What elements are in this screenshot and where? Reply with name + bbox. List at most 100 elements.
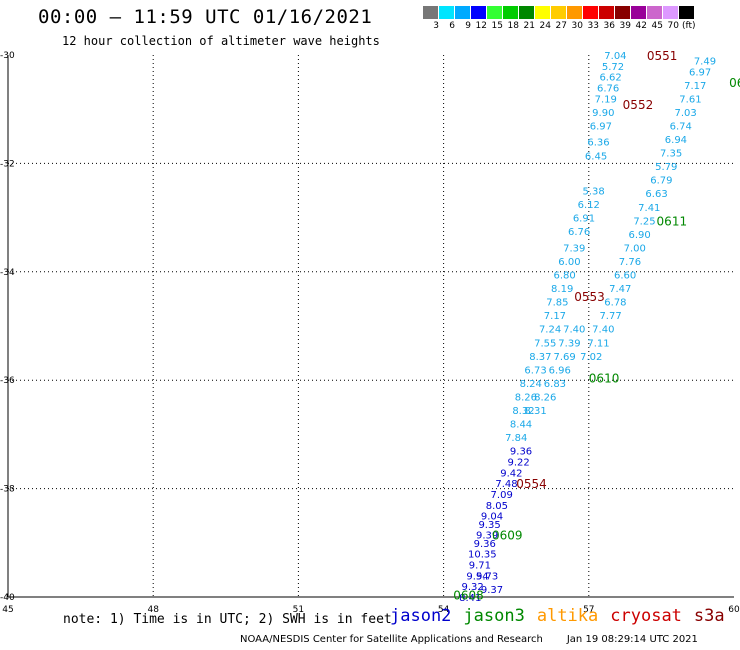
legend-tick-label: 21 [523,21,535,31]
time-label: 0611 [657,214,688,228]
swh-label: 9.37 [481,585,503,596]
y-tick-label: -40 [0,593,15,603]
swh-label: 6.83 [544,379,566,390]
swh-label: 6.80 [553,271,575,282]
color-legend [423,6,695,19]
time-label: 06 [729,76,740,90]
footer: NOAA/NESDIS Center for Satellite Applica… [240,634,698,645]
y-tick-label: -34 [0,268,15,278]
swh-label: 7.09 [491,490,513,501]
swh-label: 6.97 [689,67,711,78]
legend-tick-label: 6 [449,21,455,31]
satellite-s3a: s3a [693,606,725,626]
satellite-altika: altika [536,606,599,626]
legend-tick-label: 30 [571,21,583,31]
page-subtitle: 12 hour collection of altimeter wave hei… [62,34,380,48]
x-tick-label: 54 [438,605,450,615]
satellite-legend: jason2 jason3 altika cryosat s3a [390,606,737,626]
swh-label: 7.41 [638,203,660,214]
swh-label: 6.00 [558,257,580,268]
time-label: 0554 [516,477,547,491]
swh-label: 7.25 [633,216,655,227]
legend-tick-label: 12 [475,21,487,31]
legend-tick-label: 36 [603,21,615,31]
swh-label: 6.76 [597,84,619,95]
x-tick-label: 60 [728,605,740,615]
time-label: 0552 [623,98,654,112]
swh-label: 6.90 [628,230,650,241]
swh-label: 7.40 [563,325,585,336]
legend-swatch [599,6,615,19]
satellite-jason2: jason2 [390,606,452,626]
legend-swatch [519,6,535,19]
swh-label: 8.26 [534,392,556,403]
swh-label: 7.69 [553,352,575,363]
swh-label: 9.54 [466,571,488,582]
swh-label: 7.17 [544,311,566,322]
swh-label: 7.39 [563,243,585,254]
legend-unit: (ft) [682,21,696,31]
swh-label: 6.94 [665,135,687,146]
legend-tick-label: 45 [651,21,663,31]
swh-label: 7.85 [546,298,568,309]
swh-label: 9.71 [469,560,491,571]
swh-label: 7.19 [595,94,617,105]
swh-label: 7.76 [619,257,641,268]
swh-label: 7.00 [624,243,646,254]
legend-swatch [423,6,439,19]
legend-tick-label: 24 [539,21,551,31]
swh-label: 6.12 [578,200,600,211]
swh-label: 7.77 [599,311,621,322]
color-legend-ticks: 3 6 9 12 15 18 21 24 27 30 33 36 39 42 45 70 (ft) [423,21,696,31]
time-label: 0553 [574,290,605,304]
swh-label: 6.96 [549,365,571,376]
legend-swatch [551,6,567,19]
legend-swatch [503,6,519,19]
swh-label: 9.36 [510,447,532,458]
swh-label: 7.47 [609,284,631,295]
swh-label: 8.26 [515,392,537,403]
y-tick-label: -32 [0,159,15,169]
legend-swatch [647,6,663,19]
swh-label: 9.73 [476,571,498,582]
legend-swatch [439,6,455,19]
swh-label: 6.60 [614,271,636,282]
swh-label: 6.97 [590,121,612,132]
swh-label: 7.17 [684,81,706,92]
swh-label: 7.03 [674,108,696,119]
swh-label: 8.44 [510,420,532,431]
swh-label: 6.45 [585,151,607,162]
swh-label: 7.11 [587,338,609,349]
swh-label: 7.04 [604,51,626,62]
legend-tick-label: 18 [507,21,519,31]
legend-swatch [663,6,679,19]
swh-label: 6.78 [604,298,626,309]
time-label: 0609 [492,529,523,543]
legend-swatch [487,6,503,19]
legend-tick-label: 42 [635,21,647,31]
swh-label: 8.05 [486,501,508,512]
x-tick-label: 51 [293,605,304,615]
swh-label: 7.40 [592,325,614,336]
swh-label: 5.72 [602,62,624,73]
x-tick-label: 45 [2,605,13,615]
legend-swatch [615,6,631,19]
x-tick-label: 48 [147,605,159,615]
swh-label: 6.79 [650,176,672,187]
swh-label: 5.79 [655,162,677,173]
swh-label: 7.84 [505,433,527,444]
legend-tick-label: 33 [587,21,599,31]
swh-label: 6.91 [573,214,595,225]
swh-label: 9.36 [474,539,496,550]
swh-label: 5.38 [583,187,605,198]
legend-swatch [535,6,551,19]
swh-label: 6.76 [568,227,590,238]
swh-label: 6.62 [599,73,621,84]
swh-label: 7.02 [580,352,602,363]
page-title: 00:00 – 11:59 UTC 01/16/2021 [38,6,373,28]
swh-label: 9.35 [478,520,500,531]
legend-tick-label: 70 [667,21,679,31]
legend-swatch [471,6,487,19]
swh-label: 9.42 [500,468,522,479]
